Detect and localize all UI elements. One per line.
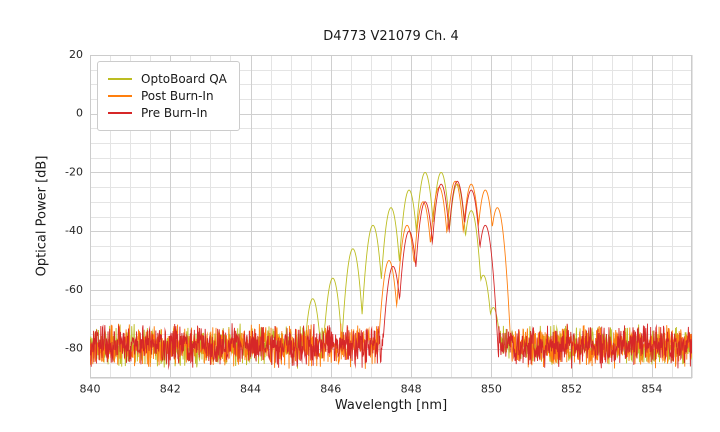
- legend-label: Pre Burn-In: [141, 106, 208, 120]
- legend-item: Pre Burn-In: [108, 106, 227, 120]
- legend-label: OptoBoard QA: [141, 72, 227, 86]
- legend-item: OptoBoard QA: [108, 72, 227, 86]
- chart-title: D4773 V21079 Ch. 4: [323, 29, 459, 44]
- legend-item: Post Burn-In: [108, 89, 227, 103]
- x-axis-label: Wavelength [nm]: [334, 398, 448, 413]
- y-axis-label: Optical Power [dB]: [34, 155, 50, 277]
- legend-line-swatch: [108, 78, 132, 80]
- legend-line-swatch: [108, 95, 132, 97]
- legend-label: Post Burn-In: [141, 89, 214, 103]
- legend-line-swatch: [108, 112, 132, 114]
- legend: OptoBoard QA Post Burn-In Pre Burn-In: [97, 61, 240, 131]
